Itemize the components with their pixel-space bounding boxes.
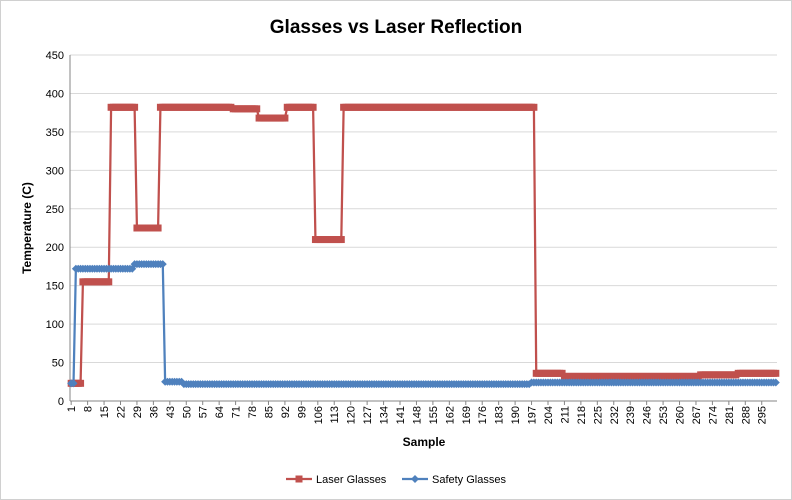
x-tick-label: 246	[642, 406, 654, 424]
x-tick-label: 50	[181, 406, 193, 418]
laser-glasses-point	[309, 103, 317, 111]
y-tick-label: 400	[46, 88, 64, 100]
x-tick-label: 211	[559, 406, 571, 424]
safety-glasses-point	[771, 378, 780, 387]
x-tick-label: 169	[461, 406, 473, 424]
legend-marker-laser-glasses	[295, 475, 303, 483]
laser-glasses-point	[154, 224, 162, 232]
x-tick-label: 99	[296, 406, 308, 418]
y-tick-label: 0	[58, 396, 64, 408]
legend-item-safety-glasses: Safety Glasses	[402, 474, 506, 486]
x-tick-label: 29	[132, 406, 144, 418]
legend: Laser Glasses Safety Glasses	[286, 474, 506, 486]
y-tick-label: 200	[46, 242, 64, 254]
x-tick-label: 113	[329, 406, 341, 424]
y-tick-label: 50	[52, 358, 64, 370]
laser-glasses-point	[530, 103, 538, 111]
x-tick-label: 295	[757, 406, 769, 424]
x-tick-label: 274	[707, 406, 719, 424]
y-tick-label: 100	[46, 319, 64, 331]
x-tick-label: 71	[231, 406, 243, 418]
x-tick-label: 183	[494, 406, 506, 424]
laser-glasses-point	[772, 369, 780, 377]
legend-label-safety-glasses: Safety Glasses	[432, 474, 506, 486]
x-tick-label: 134	[379, 406, 391, 424]
x-tick-label: 78	[247, 406, 259, 418]
y-tick-labels: 0 50 100 150 200 250 300 350 400 450	[46, 50, 64, 408]
x-tick-label: 106	[313, 406, 325, 424]
laser-glasses-point	[253, 105, 261, 113]
x-tick-label: 267	[691, 406, 703, 424]
series-layer	[67, 103, 780, 389]
legend-item-laser-glasses: Laser Glasses	[286, 474, 387, 486]
x-tick-label: 15	[99, 406, 111, 418]
x-tick-label: 36	[148, 406, 160, 418]
y-axis-title: Temperature (C)	[20, 182, 34, 274]
y-tick-label: 250	[46, 204, 64, 216]
gridlines	[70, 54, 777, 364]
x-tick-label: 253	[658, 406, 670, 424]
x-tick-label: 8	[83, 406, 95, 412]
laser-glasses-point	[337, 236, 345, 244]
y-tick-label: 300	[46, 165, 64, 177]
x-tick-label: 155	[428, 406, 440, 424]
x-tick-label: 197	[527, 406, 539, 424]
legend-marker-safety-glasses	[411, 475, 419, 483]
x-tick-label: 120	[346, 406, 358, 424]
x-tick-label: 141	[395, 406, 407, 424]
safety-glasses-point	[158, 260, 167, 269]
x-tick-label: 239	[625, 406, 637, 424]
x-tick-label: 85	[263, 406, 275, 418]
y-tick-label: 450	[46, 50, 64, 62]
laser-glasses-line	[71, 106, 776, 385]
x-tick-label: 22	[116, 406, 128, 418]
axes	[69, 55, 777, 405]
x-tick-label: 1	[66, 406, 78, 412]
x-tick-label: 148	[411, 406, 423, 424]
y-tick-label: 350	[46, 127, 64, 139]
safety-glasses-point	[69, 379, 78, 388]
x-axis-title: Sample	[403, 435, 446, 449]
x-tick-label: 281	[724, 406, 736, 424]
x-tick-label: 288	[740, 406, 752, 424]
chart-title: Glasses vs Laser Reflection	[270, 17, 522, 38]
x-tick-label: 232	[609, 406, 621, 424]
x-tick-label: 204	[543, 406, 555, 424]
laser-glasses-point	[281, 114, 289, 122]
x-tick-label: 260	[675, 406, 687, 424]
legend-label-laser-glasses: Laser Glasses	[316, 474, 387, 486]
laser-glasses-point	[105, 278, 113, 286]
x-tick-label: 162	[444, 406, 456, 424]
x-tick-label: 92	[280, 406, 292, 418]
x-tick-labels: 1 8 15 22 29 36 43 50 57 64 71 78 85 92 99 106 113 120 127…	[66, 406, 769, 424]
x-tick-label: 176	[477, 406, 489, 424]
x-tick-label: 57	[198, 406, 210, 418]
x-tick-label: 127	[362, 406, 374, 424]
x-tick-label: 43	[165, 406, 177, 418]
laser-glasses-point	[131, 103, 139, 111]
safety-glasses-series	[67, 260, 780, 389]
x-tick-label: 64	[214, 406, 226, 418]
x-tick-label: 190	[510, 406, 522, 424]
y-tick-label: 150	[46, 281, 64, 293]
x-tick-label: 225	[592, 406, 604, 424]
x-tick-label: 218	[576, 406, 588, 424]
laser-glasses-point	[77, 379, 85, 387]
laser-glasses-series	[67, 103, 780, 387]
